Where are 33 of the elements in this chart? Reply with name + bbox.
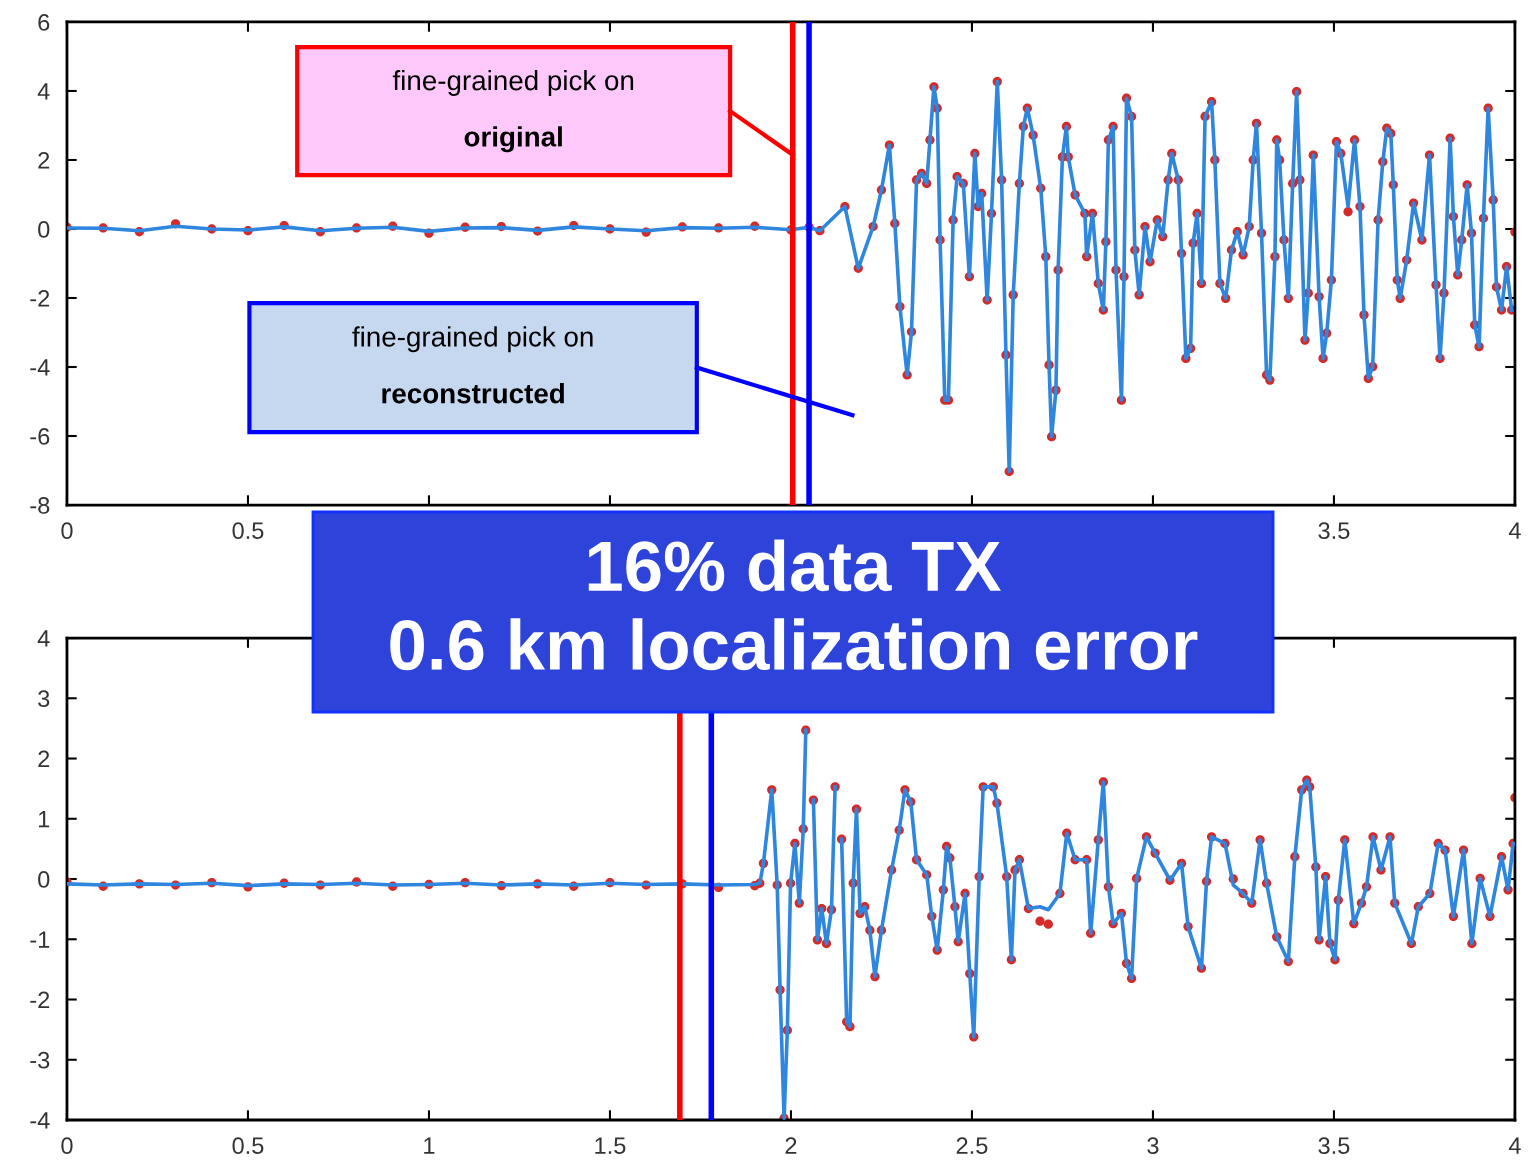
y-tick-label: -4 <box>30 1112 50 1129</box>
y-tick-label: 4 <box>37 83 50 100</box>
x-tick-label: 3.5 <box>1318 1137 1350 1155</box>
y-tick-label: -4 <box>30 359 50 376</box>
x-tick-label: 4 <box>1508 522 1521 539</box>
x-tick-label: 0.5 <box>232 522 264 540</box>
y-tick-label: 2 <box>38 152 50 169</box>
x-tick-label: 0 <box>61 1137 73 1155</box>
x-tick-label: 2.5 <box>956 1137 988 1155</box>
y-tick-label: 3 <box>38 690 50 708</box>
y-tick-label: 0 <box>38 871 50 888</box>
y-tick-label: -6 <box>30 428 50 445</box>
x-tick-label: 0 <box>61 522 73 540</box>
x-tick-label: 1 <box>424 1137 435 1154</box>
y-tick-label: 4 <box>37 630 50 647</box>
annotation: 16% data TX 0.6 km localization error <box>390 539 1198 671</box>
y-tick-label: -2 <box>30 991 50 1009</box>
y-tick-label: -1 <box>30 931 50 948</box>
annotation: fine-grained pick on original <box>392 69 634 153</box>
x-tick-label: 4 <box>1508 1137 1521 1154</box>
annotation: fine-grained pick on reconstructed <box>352 326 593 404</box>
x-tick-label: 0.5 <box>232 1137 264 1155</box>
y-tick-label: 2 <box>38 750 50 768</box>
y-tick-label: -3 <box>30 1051 50 1069</box>
x-tick-label: 3.5 <box>1318 522 1350 540</box>
y-tick-label: -2 <box>30 290 50 307</box>
y-tick-label: 1 <box>38 811 50 828</box>
y-tick-label: 0 <box>38 221 50 238</box>
y-tick-label: -8 <box>30 497 50 514</box>
y-tick-label: 6 <box>38 14 50 31</box>
x-tick-label: 2 <box>785 1137 797 1154</box>
x-tick-label: 3 <box>1147 1137 1159 1155</box>
x-tick-label: 1.5 <box>595 1137 626 1155</box>
